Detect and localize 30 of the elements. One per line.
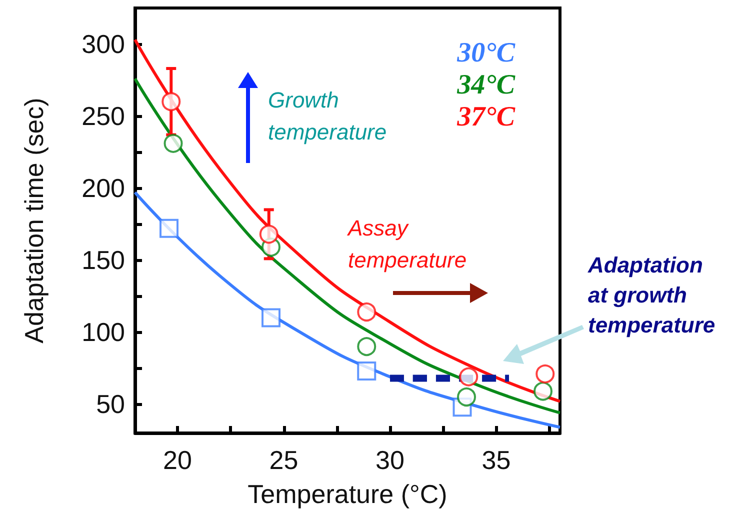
point	[534, 382, 552, 401]
x-tick-label: 30	[376, 445, 404, 475]
point	[357, 337, 376, 356]
x-axis-title: Temperature (°C)	[248, 479, 448, 509]
y-axis-title: Adaptation time (sec)	[19, 98, 49, 344]
point	[357, 362, 376, 381]
point	[457, 387, 476, 406]
y-tick-label: 300	[82, 29, 125, 60]
point	[162, 92, 181, 112]
y-tick-label: 250	[82, 101, 125, 132]
text: 34°C	[456, 70, 516, 100]
point	[459, 367, 478, 386]
text: Adaptation at growth temperature	[587, 252, 716, 338]
point	[259, 224, 278, 244]
line-series	[134, 190, 562, 429]
y-tick-label: 100	[82, 317, 125, 348]
annotation: Assay temperature	[346, 216, 467, 272]
point	[160, 218, 178, 238]
x-tick-label: 35	[482, 445, 511, 475]
point	[262, 308, 280, 328]
y-tick-label: 200	[82, 173, 125, 204]
annotation: Growth temperature	[268, 88, 387, 144]
point	[536, 364, 555, 384]
x-tick-label: 20	[163, 445, 192, 475]
text: 30°C	[456, 38, 516, 68]
text: 37°C	[456, 102, 516, 132]
point	[357, 302, 376, 322]
y-tick-label: 150	[82, 245, 125, 276]
x-tick-label: 25	[269, 445, 298, 475]
y-tick-label: 50	[96, 389, 125, 420]
